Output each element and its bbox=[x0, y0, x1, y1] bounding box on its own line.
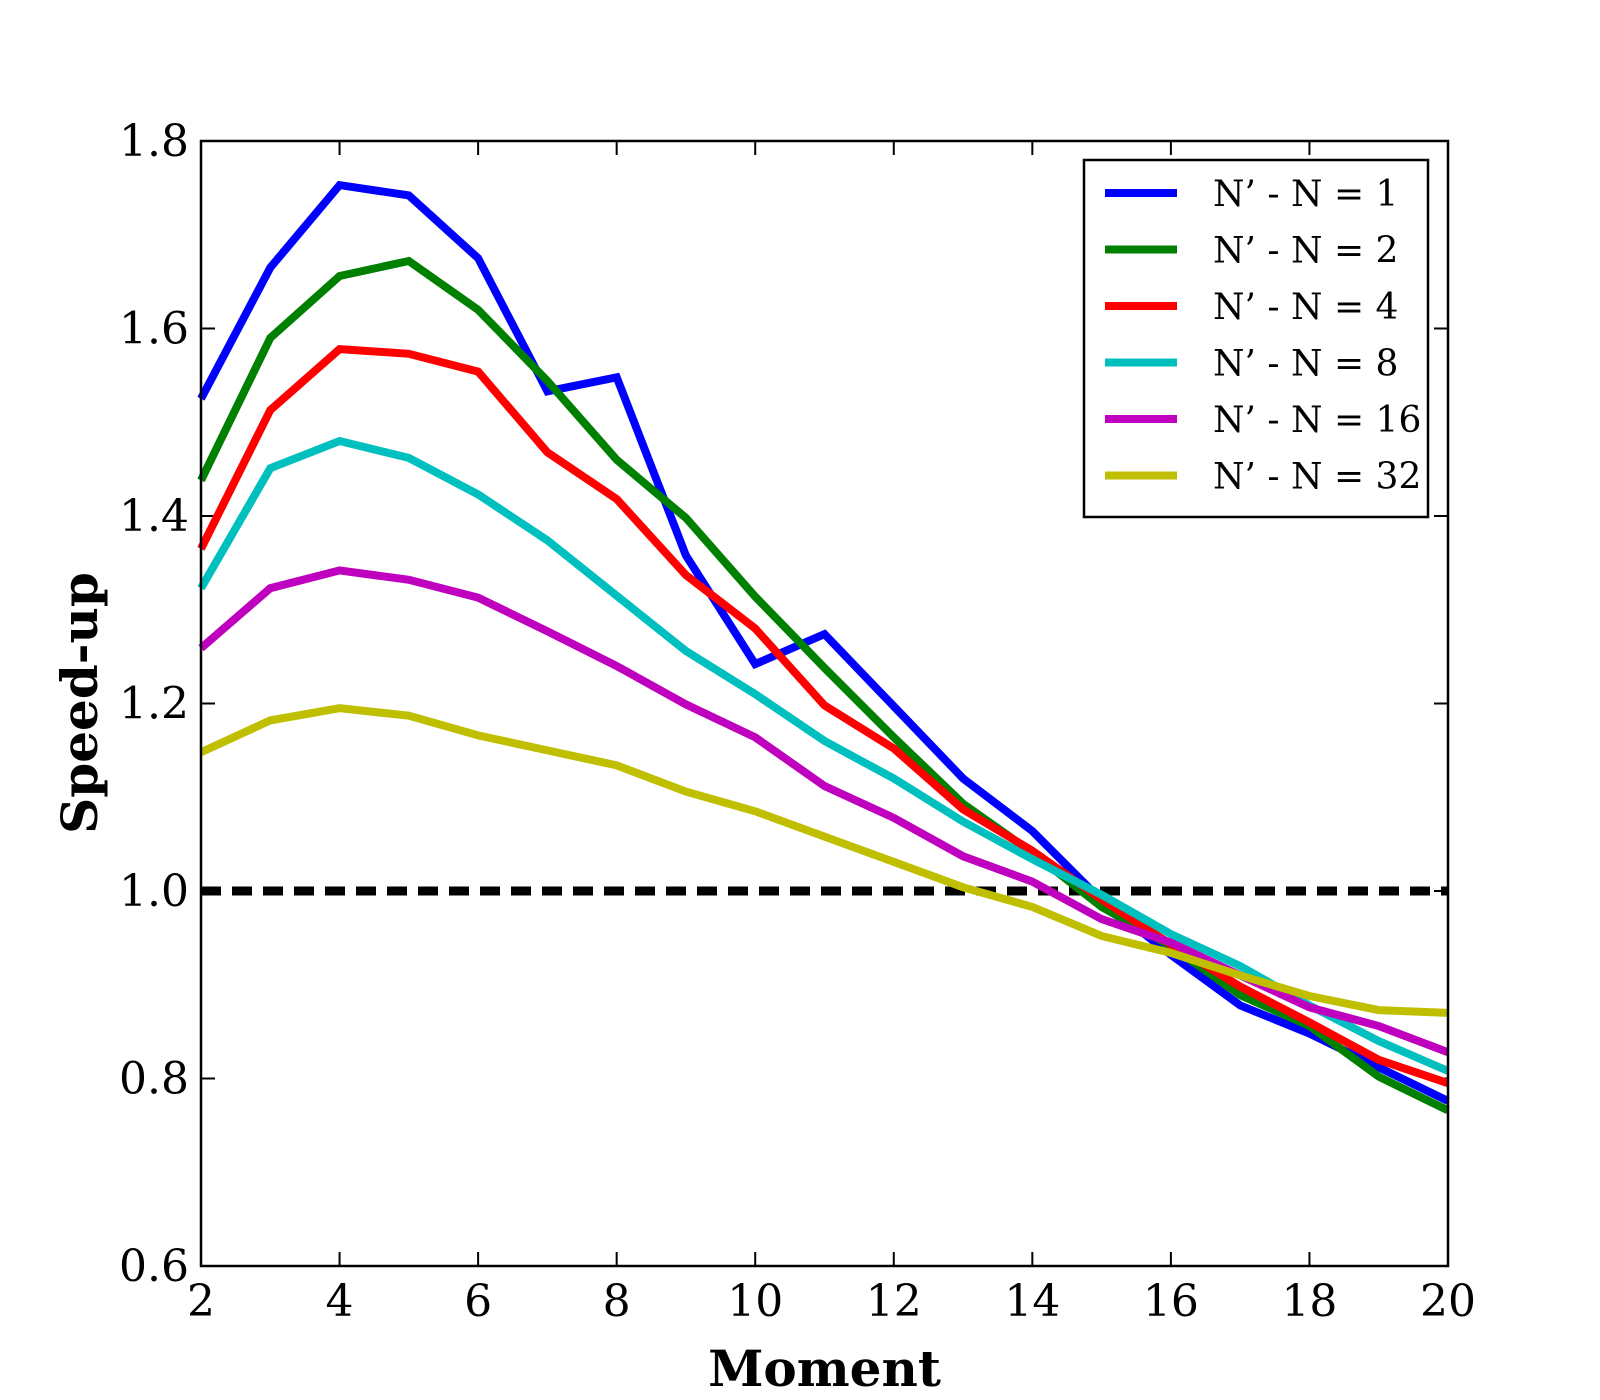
legend: N’ - N = 1 N’ - N = 2 N’ - N = 4 N’ - N = 8… bbox=[1082, 158, 1430, 519]
y-tick-label: 1.2 bbox=[119, 679, 189, 730]
plot-frame bbox=[199, 139, 1450, 1268]
series-line-2 bbox=[197, 256, 1450, 1114]
legend-label-2: N’ - N = 2 bbox=[1213, 231, 1398, 272]
y-tick-label: 1.4 bbox=[119, 491, 189, 542]
x-tick-label: 8 bbox=[603, 1276, 631, 1327]
series-line-6 bbox=[199, 704, 1449, 1017]
legend-box bbox=[1082, 158, 1430, 519]
legend-label-5: N’ - N = 16 bbox=[1213, 400, 1421, 441]
legend-label-1: N’ - N = 1 bbox=[1213, 174, 1398, 215]
x-tick-label: 12 bbox=[866, 1276, 922, 1327]
series-line-1 bbox=[197, 180, 1450, 1105]
x-tick-label: 2 bbox=[187, 1276, 215, 1327]
y-tick-label: 0.6 bbox=[119, 1241, 189, 1292]
x-axis-title: Moment bbox=[708, 1339, 941, 1398]
x-tick-label: 14 bbox=[1004, 1276, 1060, 1327]
series-line-4 bbox=[197, 436, 1450, 1075]
legend-label-3: N’ - N = 4 bbox=[1213, 287, 1398, 328]
y-tick-label: 1.6 bbox=[119, 304, 189, 355]
y-axis-title: Speed-up bbox=[50, 572, 109, 834]
y-tick-label: 1.8 bbox=[119, 116, 189, 167]
x-tick-label: 10 bbox=[727, 1276, 783, 1327]
x-tick-label: 16 bbox=[1143, 1276, 1199, 1327]
series-line-3 bbox=[197, 344, 1450, 1087]
x-tick-label: 6 bbox=[464, 1276, 492, 1327]
tick-labels: 2 4 6 8 10 12 14 16 18 20 0.6 0.8 1.0 1.2 1.4 1.6 1.8 bbox=[119, 116, 1476, 1327]
legend-items: N’ - N = 1 N’ - N = 2 N’ - N = 4 N’ - N = 8… bbox=[1105, 174, 1421, 498]
y-tick-label: 1.0 bbox=[119, 866, 189, 917]
x-tick-label: 18 bbox=[1281, 1276, 1337, 1327]
x-tick-label: 20 bbox=[1420, 1276, 1476, 1327]
y-tick-label: 0.8 bbox=[119, 1054, 189, 1105]
x-tick-label: 4 bbox=[326, 1276, 354, 1327]
series-layer bbox=[197, 180, 1450, 1114]
legend-label-6: N’ - N = 32 bbox=[1213, 457, 1421, 498]
legend-label-4: N’ - N = 8 bbox=[1213, 344, 1398, 385]
